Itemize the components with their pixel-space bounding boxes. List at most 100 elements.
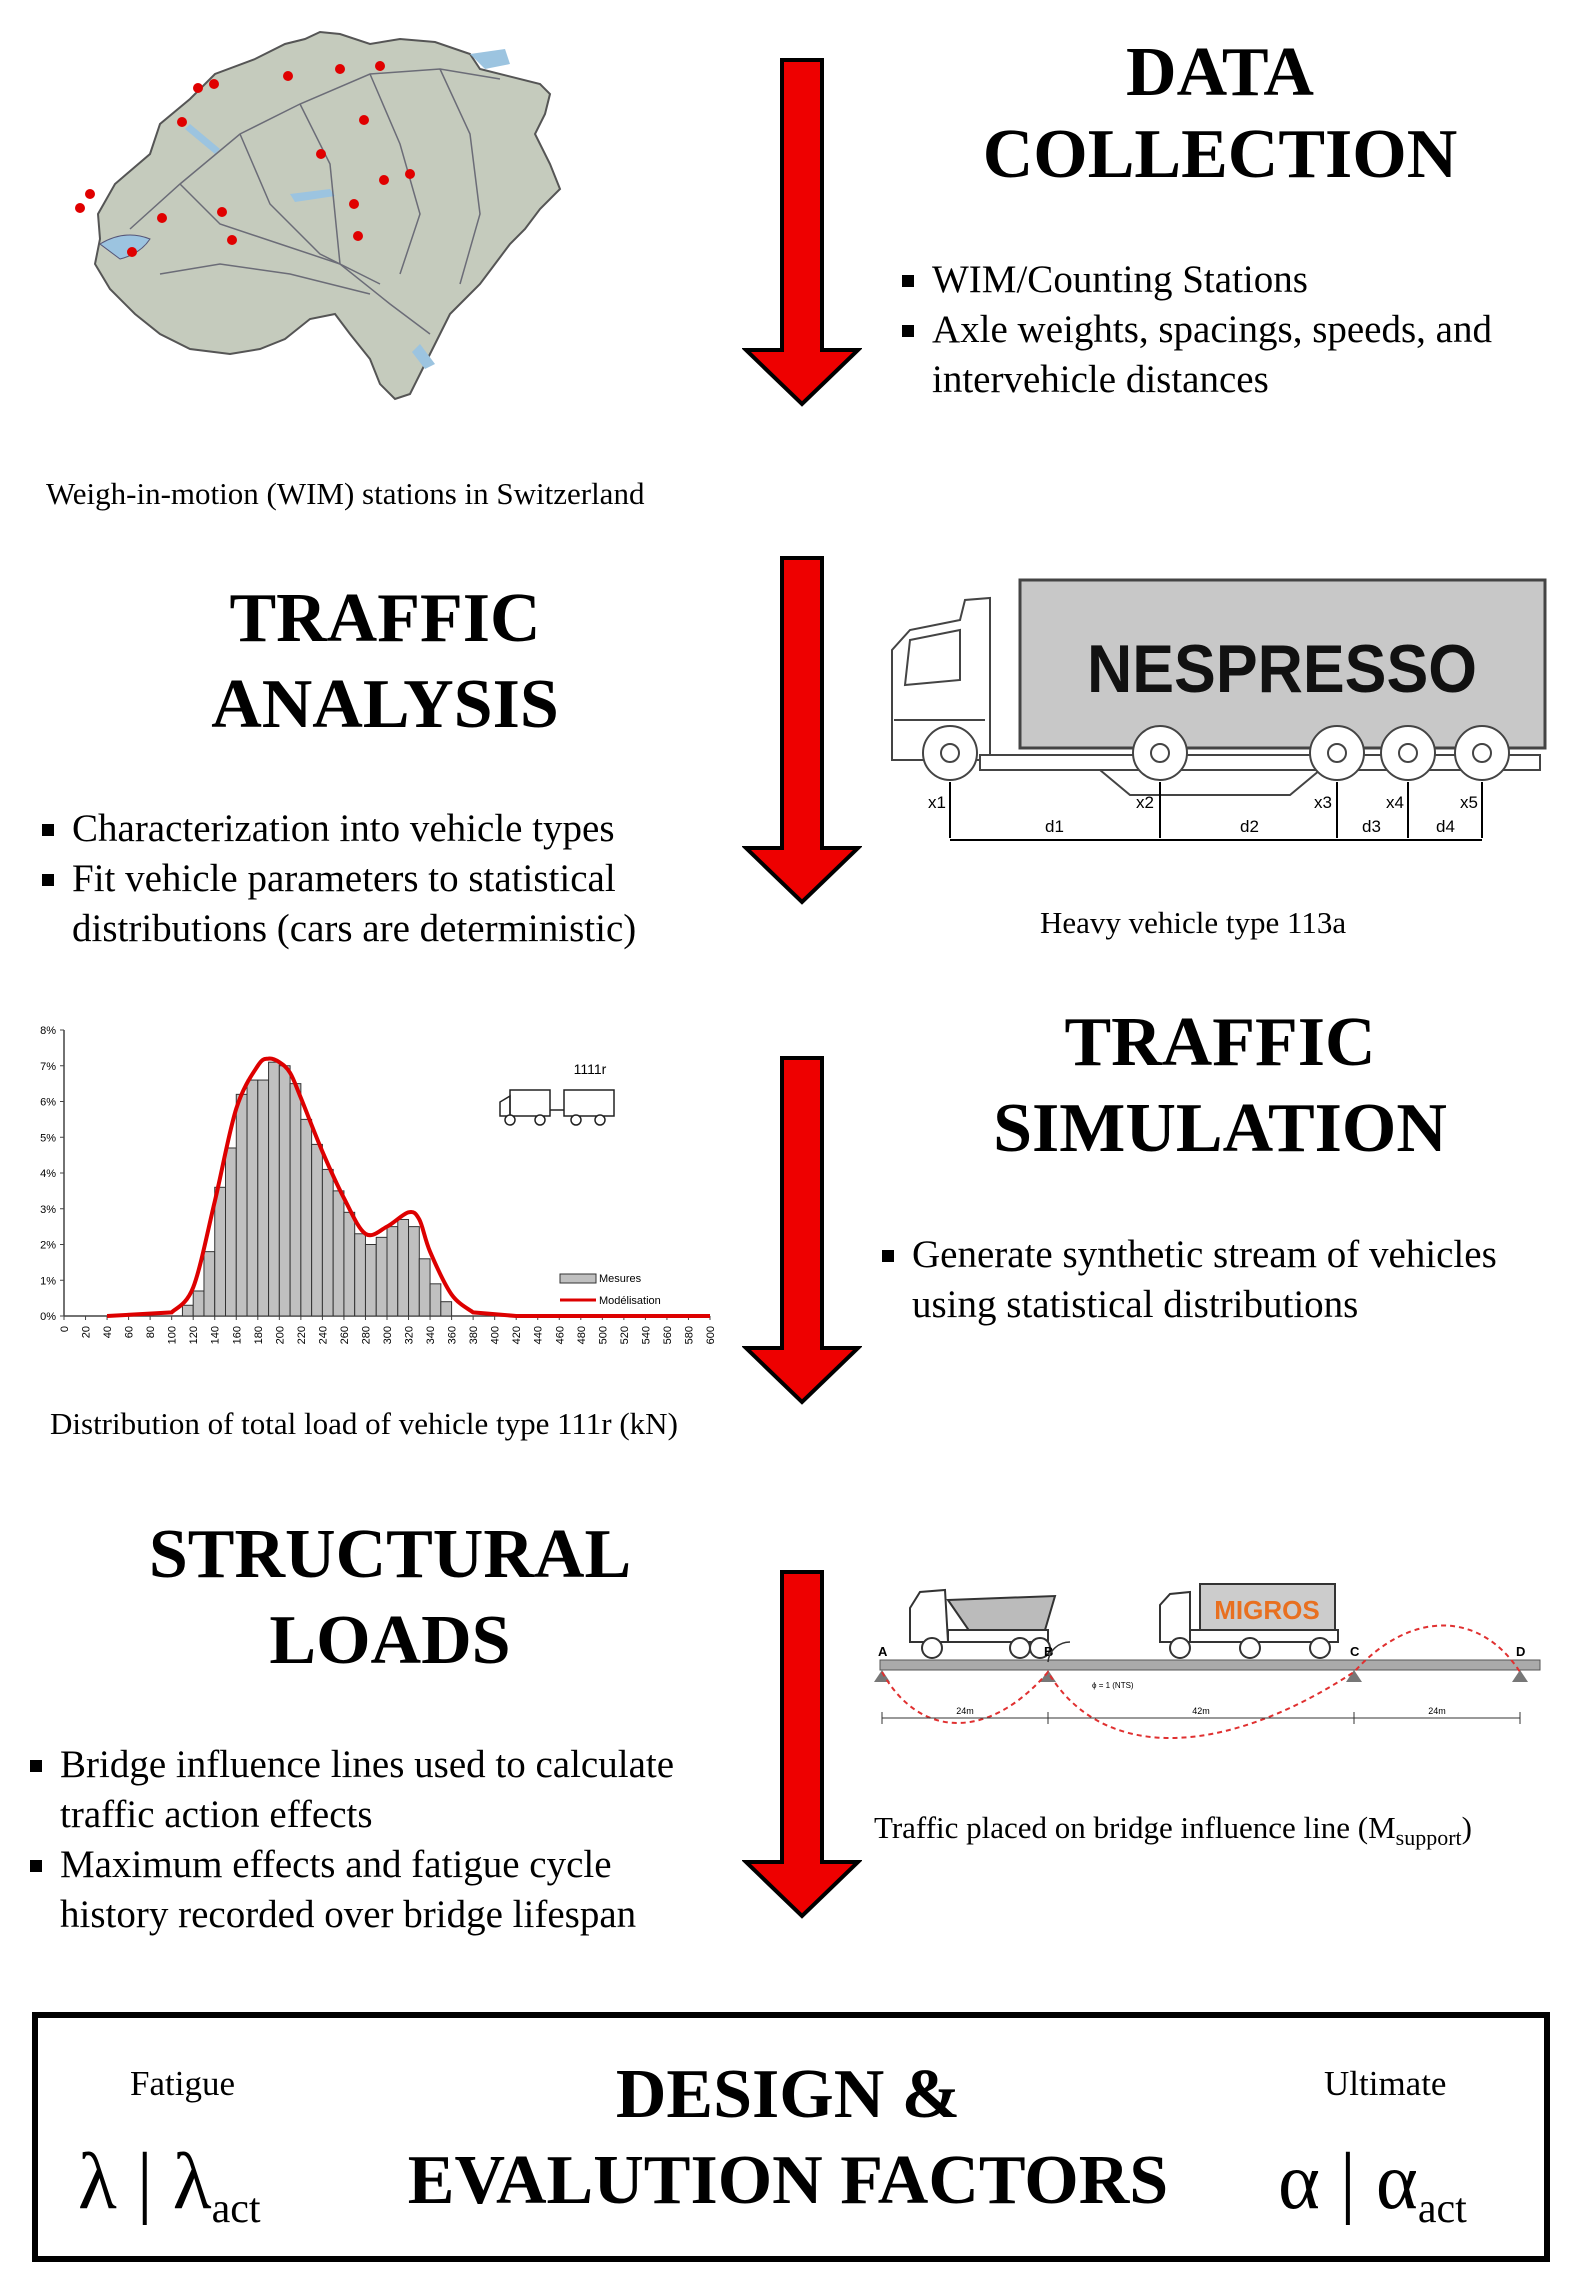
y-tick-label: 4% (40, 1168, 56, 1180)
histogram-bar (386, 1226, 399, 1317)
axle-label: x3 (1314, 793, 1332, 812)
x-tick-label: 160 (231, 1326, 243, 1344)
chart-bars (181, 1061, 453, 1317)
influence-line-curve (881, 1624, 1521, 1739)
histogram-bar (440, 1301, 453, 1317)
x-tick-label: 340 (425, 1326, 437, 1344)
bullets-traffic-simulation: Generate synthetic stream of vehicles usi… (878, 1230, 1568, 1330)
y-tick-label: 2% (40, 1240, 56, 1252)
title-structural-loads: STRUCTURAL LOADS (110, 1520, 670, 1676)
fatigue-symbol-text: λ | λ (78, 2138, 212, 2226)
truck-trailer-icon (499, 1089, 615, 1126)
x-tick-label: 360 (447, 1326, 459, 1344)
histogram-bar (268, 1061, 280, 1317)
bullet-text: intervehicle distances (932, 358, 1269, 401)
ultimate-subscript: act (1417, 2186, 1467, 2232)
histogram-bar (408, 1226, 420, 1317)
axle-label: x2 (1136, 793, 1154, 812)
title-line: LOADS (269, 1602, 511, 1679)
x-tick-label: 420 (511, 1326, 523, 1344)
title-data-collection: DATA COLLECTION (940, 38, 1500, 190)
bridge-supports (874, 1670, 1528, 1682)
histogram-bar (246, 1079, 259, 1317)
axle-label: x1 (928, 793, 946, 812)
x-tick-label: 120 (188, 1326, 200, 1344)
spacing-label: d2 (1240, 817, 1259, 836)
x-tick-label: 80 (145, 1326, 157, 1338)
fatigue-subscript: act (211, 2186, 261, 2232)
histogram-bar (429, 1283, 442, 1317)
bullets-traffic-analysis: Characterization into vehicle types Fit … (38, 804, 698, 954)
chart-legend: Mesures Modélisation (559, 1273, 661, 1307)
span-label: 24m (1428, 1706, 1446, 1716)
histogram-bar (343, 1211, 356, 1317)
histogram-bar (375, 1236, 388, 1317)
support-label-a: A (878, 1644, 888, 1659)
histogram-bar (418, 1258, 431, 1317)
migros-truck-icon (1159, 1583, 1339, 1659)
bullet-item: WIM/Counting Stations (898, 255, 1558, 305)
bullet-item: Axle weights, spacings, speeds, and inter… (898, 305, 1558, 405)
spacing-label: d4 (1436, 817, 1455, 836)
histogram-bar (289, 1083, 302, 1317)
caption-heavy-vehicle: Heavy vehicle type 113a (1040, 905, 1347, 940)
x-tick-label: 280 (360, 1326, 372, 1344)
unit-load-label: ϕ = 1 (NTS) (1092, 1681, 1134, 1690)
x-tick-label: 580 (683, 1326, 695, 1344)
caption-text: Traffic placed on bridge influence line … (874, 1810, 1396, 1845)
x-tick-label: 40 (102, 1326, 114, 1338)
title-line: DESIGN & (615, 2056, 961, 2133)
x-tick-label: 240 (317, 1326, 329, 1344)
bullet-text: Axle weights, spacings, speeds, and (932, 308, 1492, 351)
span-label: 42m (1192, 1706, 1210, 1716)
spacing-label: d3 (1362, 817, 1381, 836)
support-label-d: D (1516, 1644, 1525, 1659)
title-design-evaluation: DESIGN & EVALUTION FACTORS (328, 2060, 1248, 2216)
title-line: ANALYSIS (211, 666, 559, 743)
title-line: STRUCTURAL (148, 1516, 632, 1593)
x-tick-label: 400 (490, 1326, 502, 1344)
x-tick-label: 480 (576, 1326, 588, 1344)
x-tick-label: 540 (640, 1326, 652, 1344)
y-tick-label: 5% (40, 1132, 56, 1144)
caption-influence-line: Traffic placed on bridge influence line … (874, 1810, 1472, 1851)
histogram-bar (311, 1143, 323, 1317)
truck-wheels (922, 725, 1510, 781)
legend-mesures: Mesures (599, 1273, 642, 1285)
chart-tick-labels: 0% 1% 2% 3% 4% 5% 6% 7% 8% 0 20 40 60 80 100 120 140 160 1… (40, 1025, 717, 1344)
y-tick-label: 7% (40, 1061, 56, 1073)
histogram-bar (235, 1093, 248, 1317)
bullet-text: Generate synthetic stream of vehicles (912, 1233, 1497, 1276)
axle-label: x4 (1386, 793, 1404, 812)
fatigue-symbol: λ | λact (78, 2142, 261, 2230)
axle-label: x5 (1460, 793, 1478, 812)
chart-fit-curve (106, 1056, 710, 1318)
histogram-bar (364, 1244, 377, 1317)
chart-title: 1111r (574, 1061, 607, 1077)
bullets-data-collection: WIM/Counting Stations Axle weights, spac… (898, 255, 1558, 405)
x-tick-label: 60 (124, 1326, 136, 1338)
truck-brand-label: NESPRESSO (1087, 631, 1477, 707)
histogram-bar (332, 1190, 345, 1317)
flow-arrow-3 (742, 1056, 862, 1405)
caption-subscript: support (1395, 1825, 1462, 1851)
x-tick-label: 20 (81, 1326, 93, 1338)
x-tick-label: 440 (533, 1326, 545, 1344)
x-tick-label: 600 (705, 1326, 717, 1344)
bullet-text: traffic action effects (60, 1793, 373, 1836)
title-line: TRAFFIC (1064, 1004, 1376, 1081)
y-tick-label: 8% (40, 1025, 56, 1037)
bullet-item: Bridge influence lines used to calculate… (26, 1740, 726, 1840)
bullets-structural-loads: Bridge influence lines used to calculate… (26, 1740, 726, 1940)
caption-wim-map: Weigh-in-motion (WIM) stations in Switze… (46, 476, 645, 511)
x-tick-label: 180 (253, 1326, 265, 1344)
bullet-text: Bridge influence lines used to calculate (60, 1743, 675, 1786)
x-tick-label: 220 (296, 1326, 308, 1344)
caption-text: ) (1461, 1810, 1472, 1845)
x-tick-label: 460 (554, 1326, 566, 1344)
switzerland-wim-map (75, 30, 562, 401)
wim-station-markers (75, 61, 415, 257)
flow-arrow-1 (742, 58, 862, 407)
fatigue-label: Fatigue (130, 2064, 235, 2103)
ultimate-symbol: α | αact (1278, 2142, 1467, 2230)
